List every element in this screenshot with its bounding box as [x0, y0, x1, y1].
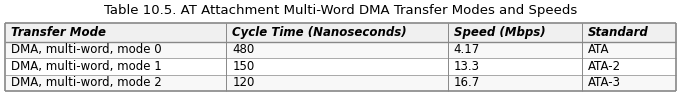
Text: 4.17: 4.17 — [454, 43, 480, 56]
Text: 150: 150 — [232, 60, 255, 73]
Text: DMA, multi-word, mode 1: DMA, multi-word, mode 1 — [11, 60, 162, 73]
Bar — [5, 42, 676, 58]
Text: ATA-3: ATA-3 — [588, 76, 621, 89]
Bar — [5, 58, 676, 74]
Text: 480: 480 — [232, 43, 255, 56]
Text: 13.3: 13.3 — [454, 60, 480, 73]
Text: 120: 120 — [232, 76, 255, 89]
Text: Transfer Mode: Transfer Mode — [11, 26, 106, 39]
Text: Cycle Time (Nanoseconds): Cycle Time (Nanoseconds) — [232, 26, 407, 39]
Text: Table 10.5. AT Attachment Multi-Word DMA Transfer Modes and Speeds: Table 10.5. AT Attachment Multi-Word DMA… — [104, 4, 577, 17]
Text: ATA-2: ATA-2 — [588, 60, 621, 73]
Text: Standard: Standard — [588, 26, 649, 39]
Text: ATA: ATA — [588, 43, 609, 56]
Bar — [5, 23, 676, 42]
Text: DMA, multi-word, mode 2: DMA, multi-word, mode 2 — [11, 76, 162, 89]
Text: Speed (Mbps): Speed (Mbps) — [454, 26, 545, 39]
Text: 16.7: 16.7 — [454, 76, 480, 89]
Text: DMA, multi-word, mode 0: DMA, multi-word, mode 0 — [11, 43, 161, 56]
Bar — [5, 74, 676, 91]
